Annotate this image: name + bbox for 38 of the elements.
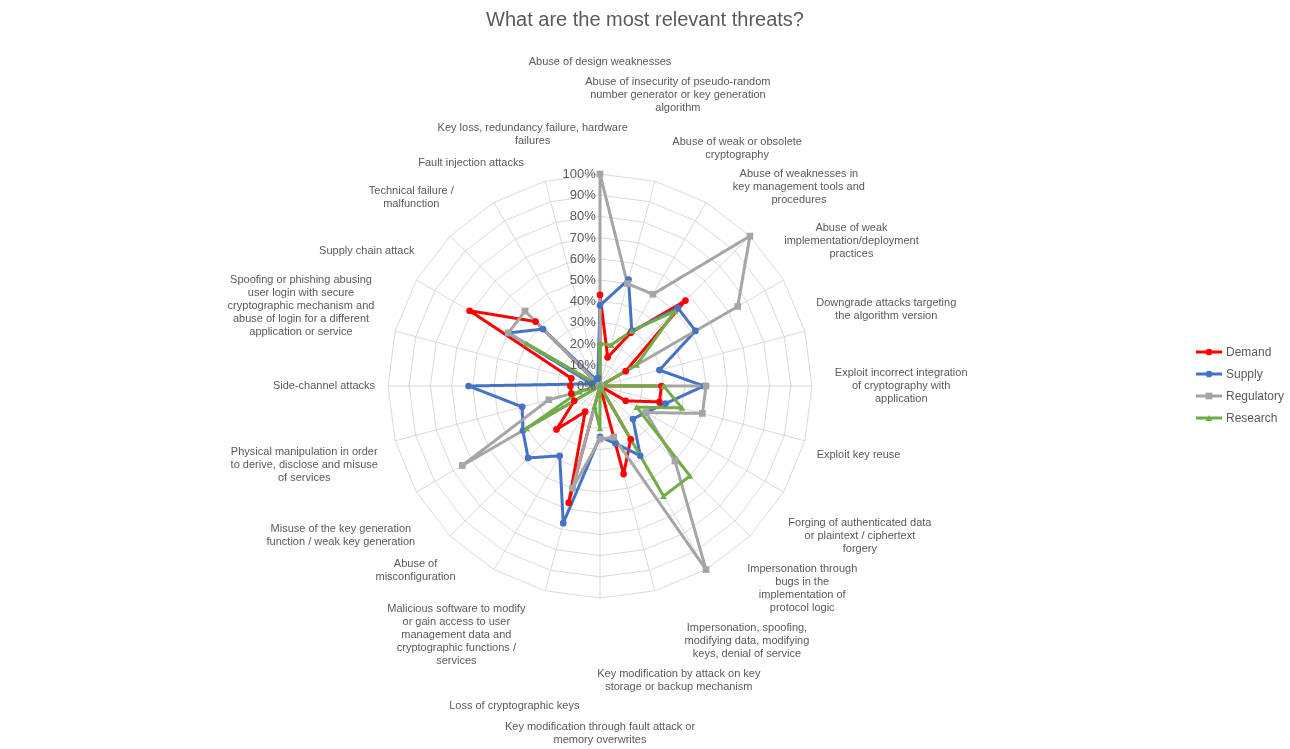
- legend-label: Regulatory: [1226, 389, 1285, 403]
- spoke-label: Exploit incorrect integration of cryptography with application: [834, 366, 968, 404]
- spoke-label: Forging of authenticated data or plaintext / ciphertext forgery: [788, 516, 933, 555]
- spoke-label: Downgrade attacks targeting the algorithm version: [816, 295, 957, 321]
- legend-label: Research: [1226, 411, 1278, 425]
- y-tick-label: 50%: [569, 272, 597, 287]
- spoke-label: Impersonation, spoofing, modifying data, modifying keys, denial of service: [684, 620, 810, 659]
- spoke-label: Spoofing or phishing abusing user login with secure cryptographic mechanism and abuse of login for a different application or service: [227, 272, 375, 337]
- spoke-label: Misuse of the key generation function / weak key generation: [266, 522, 416, 548]
- spoke-label: Key loss, redundancy failure, hardware failures: [437, 121, 628, 147]
- chart-title: What are the most relevant threats?: [486, 8, 804, 30]
- spoke-label: Loss of cryptographic keys: [449, 698, 580, 711]
- spoke-label: Abuse of insecurity of pseudo-random number generator or key generation algorithm: [585, 75, 771, 114]
- legend-label: Demand: [1226, 345, 1272, 359]
- spoke-label: Side-channel attacks: [272, 379, 376, 391]
- spoke-label: Abuse of weak or obsolete cryptography: [672, 134, 802, 160]
- y-tick-label: 30%: [569, 314, 597, 330]
- y-tick-label: 70%: [569, 229, 597, 245]
- spoke-label: Key modification by attack on key storage or backup mechanism: [597, 666, 761, 692]
- spoke-label: Abuse of design weaknesses: [528, 54, 672, 67]
- spoke-label: Impersonation through bugs in the implementation of protocol logic: [747, 561, 858, 613]
- spoke-label: Supply chain attack: [319, 244, 415, 257]
- spoke-label: Abuse of misconfiguration: [375, 556, 456, 582]
- spoke-label: Abuse of weaknesses in key management tools and procedures: [732, 167, 865, 206]
- y-tick-label: 90%: [569, 187, 597, 203]
- y-tick-label: 60%: [569, 250, 597, 266]
- spoke-label: Physical manipulation in order to derive, disclose and misuse of services: [230, 445, 378, 484]
- y-tick-label: 40%: [569, 293, 597, 309]
- legend-label: Supply: [1226, 367, 1263, 381]
- spoke-label: Malicious software to modify or gain access to user management data and cryptographic functions / services: [387, 601, 526, 666]
- spoke-label: Exploit key reuse: [816, 448, 901, 461]
- spoke-label: Technical failure / malfunction: [368, 183, 455, 209]
- spoke-label: Key modification through fault attack or memory overwrites: [504, 719, 696, 745]
- spoke-label: Abuse of weak implementation/deployment practices: [784, 220, 919, 259]
- y-tick-label: 20%: [569, 335, 597, 351]
- y-tick-label: 100%: [562, 166, 597, 181]
- spoke-label: Fault injection attacks: [418, 155, 525, 168]
- y-tick-label: 80%: [569, 208, 597, 224]
